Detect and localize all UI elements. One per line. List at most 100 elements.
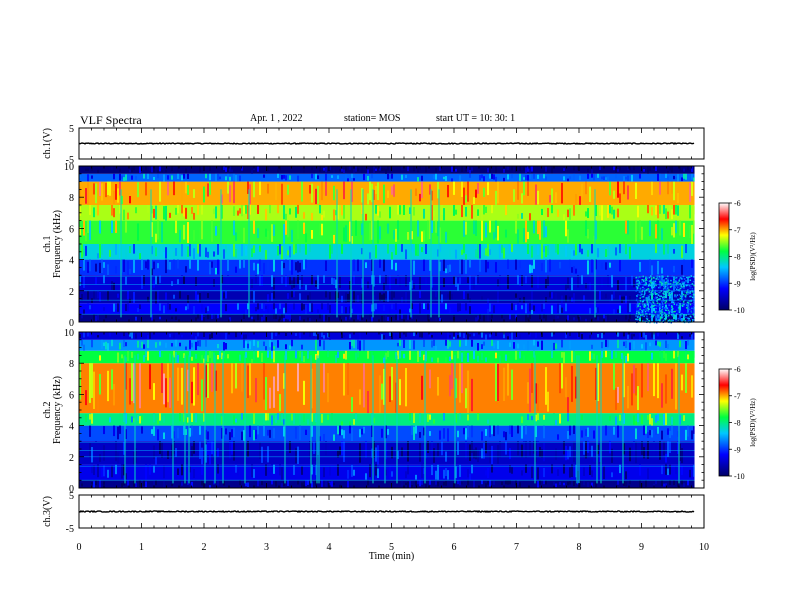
psd-cell xyxy=(525,175,527,181)
psd-cell xyxy=(619,295,621,300)
noise-dot xyxy=(640,314,642,316)
psd-cell xyxy=(103,426,105,435)
psd-cell xyxy=(257,303,259,310)
psd-cell xyxy=(323,335,325,339)
noise-dot xyxy=(650,277,653,279)
psd-cell xyxy=(449,375,451,397)
psd-cell xyxy=(303,166,305,173)
psd-cell xyxy=(413,283,415,290)
psd-cell xyxy=(407,441,409,462)
noise-dot xyxy=(644,298,647,300)
psd-cell xyxy=(253,245,255,254)
psd-cell xyxy=(409,350,411,360)
noise-dot xyxy=(651,296,654,298)
psd-cell xyxy=(121,464,123,479)
psd-cell xyxy=(677,192,679,204)
psd-cell xyxy=(649,220,651,237)
noise-dot xyxy=(637,279,640,282)
psd-cell xyxy=(195,480,197,487)
psd-cell xyxy=(177,354,179,363)
noise-dot xyxy=(646,305,648,308)
psd-band xyxy=(79,332,695,340)
psd-cell xyxy=(635,421,637,426)
noise-dot xyxy=(643,315,645,318)
psd-cell xyxy=(673,265,675,273)
psd-cell xyxy=(687,303,689,313)
psd-cell xyxy=(445,303,447,310)
psd-cell xyxy=(189,340,191,350)
noise-dot xyxy=(669,320,672,322)
psd-cell xyxy=(493,305,495,314)
psd-cell xyxy=(329,304,331,314)
noise-dot xyxy=(647,277,649,279)
psd-cell xyxy=(457,335,459,339)
psd-cell xyxy=(617,280,619,291)
psd-cell xyxy=(273,417,275,426)
psd-cell xyxy=(529,264,531,274)
noise-dot xyxy=(674,286,676,289)
psd-cell xyxy=(131,351,133,358)
psd-cell xyxy=(633,441,635,456)
noise-dot xyxy=(638,312,641,314)
psd-cell xyxy=(319,339,321,347)
noise-dot xyxy=(660,310,662,312)
psd-cell xyxy=(557,303,559,313)
psd-cell xyxy=(687,354,689,360)
psd-cell xyxy=(281,314,283,319)
psd-band xyxy=(79,205,695,221)
psd-cell xyxy=(265,305,267,309)
psd-cell xyxy=(191,425,193,436)
psd-cell xyxy=(425,484,427,488)
psd-cell xyxy=(333,234,335,244)
psd-cell xyxy=(435,480,437,485)
psd-cell xyxy=(421,247,423,253)
psd-cell xyxy=(373,465,375,480)
psd-cell xyxy=(79,227,81,236)
noise-dot xyxy=(672,312,674,315)
psd-cell xyxy=(465,195,467,203)
psd-cell xyxy=(561,352,563,358)
psd-cell xyxy=(577,480,579,485)
psd-cell xyxy=(129,332,131,337)
psd-cell xyxy=(323,340,325,350)
psd-cell xyxy=(305,480,307,487)
psd-cell xyxy=(459,480,461,486)
psd-cell xyxy=(151,429,153,434)
psd-cell xyxy=(491,445,493,465)
noise-dot xyxy=(679,300,682,303)
psd-cell xyxy=(543,425,545,439)
psd-cell xyxy=(611,350,613,359)
psd-cell xyxy=(235,418,237,423)
psd-cell xyxy=(227,354,229,359)
noise-dot xyxy=(679,307,681,309)
psd-cell xyxy=(293,277,295,288)
psd-cell xyxy=(421,181,423,199)
psd-cell xyxy=(419,413,421,423)
psd-cell xyxy=(211,363,213,392)
psd-cell xyxy=(271,224,273,242)
psd-cell xyxy=(691,375,693,398)
noise-dot xyxy=(637,283,640,285)
y-tick-label: 6 xyxy=(69,390,74,401)
psd-cell xyxy=(619,260,621,272)
psd-cell xyxy=(133,363,135,404)
psd-cell xyxy=(397,275,399,286)
psd-cell xyxy=(643,425,645,436)
psd-cell xyxy=(285,350,287,360)
psd-cell xyxy=(635,441,637,464)
psd-cell xyxy=(655,315,657,322)
psd-cell xyxy=(515,332,517,337)
psd-cell xyxy=(679,443,681,461)
psd-cell xyxy=(279,464,281,476)
psd-cell xyxy=(601,277,603,287)
noise-dot xyxy=(654,292,656,294)
psd-cell xyxy=(297,363,299,392)
psd-cell xyxy=(549,291,551,298)
psd-cell xyxy=(229,432,231,441)
noise-dot xyxy=(663,312,666,314)
noise-dot xyxy=(665,280,668,283)
psd-cell xyxy=(565,332,567,339)
psd-cell xyxy=(83,309,85,314)
psd-cell xyxy=(273,224,275,236)
psd-cell xyxy=(483,205,485,215)
